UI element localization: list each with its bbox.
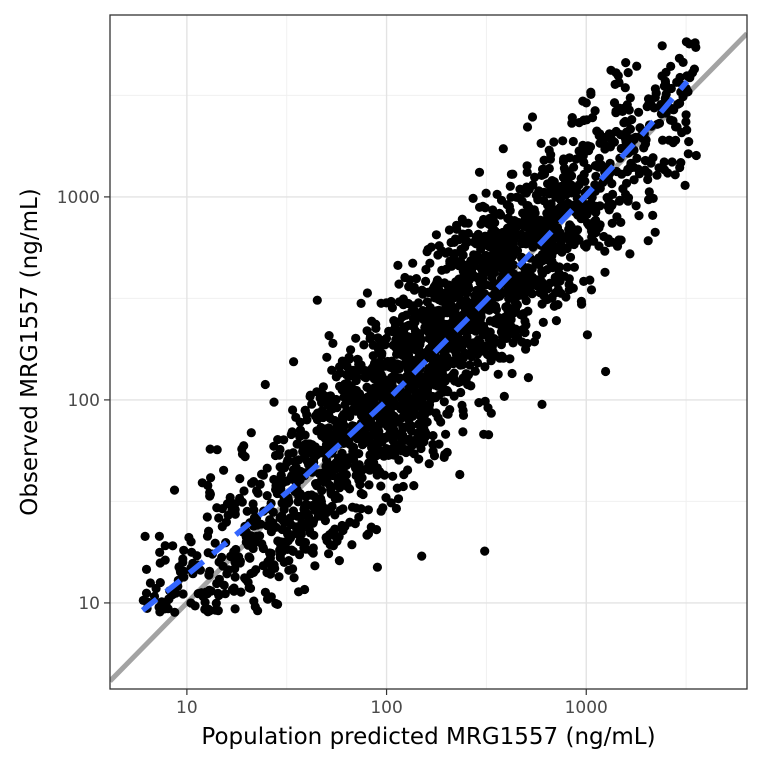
y-tick-label: 1000 <box>57 188 100 208</box>
x-axis-title: Population predicted MRG1557 (ng/mL) <box>201 724 656 750</box>
y-tick-label: 100 <box>68 391 100 411</box>
x-tick-label: 100 <box>370 698 402 718</box>
y-axis-title: Observed MRG1557 (ng/mL) <box>17 188 43 516</box>
scatter-points <box>138 37 701 617</box>
panel-border <box>109 14 748 690</box>
axis-tick-marks <box>104 196 587 695</box>
y-tick-label: 10 <box>78 594 100 614</box>
x-tick-label: 1000 <box>565 698 608 718</box>
x-tick-label: 10 <box>176 698 198 718</box>
smooth-line <box>140 79 690 613</box>
axis-tick-labels: 10 100 1000 10 100 1000 <box>57 188 608 718</box>
